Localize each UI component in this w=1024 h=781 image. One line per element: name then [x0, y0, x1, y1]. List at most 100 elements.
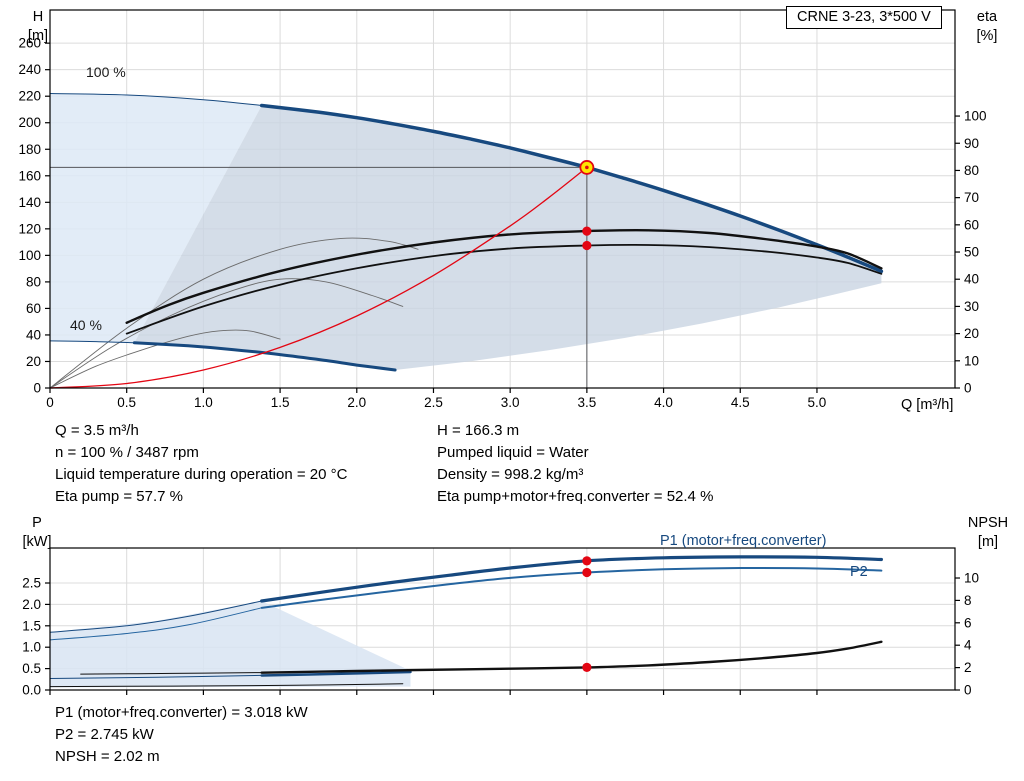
power-npsh-chart: 0.0 0.5 1.0 1.5 2.0 2.5 0 2 4 6 8 10	[22, 547, 979, 698]
h-axis-label-line1: H	[32, 9, 44, 25]
y-right-tick-label: 90	[964, 136, 979, 151]
info-p1: P1 (motor+freq.converter) = 3.018 kW	[55, 704, 308, 721]
p1-curve	[260, 555, 883, 603]
duty-info-right: H = 166.3 m Pumped liquid = Water Densit…	[437, 420, 713, 508]
y-left-tick-label: 20	[26, 354, 41, 369]
info-q: Q = 3.5 m³/h	[55, 422, 139, 439]
qh-40	[132, 341, 397, 372]
info-p2: P2 = 2.745 kW	[55, 726, 154, 743]
eta-pump-dot	[582, 226, 592, 236]
npsh-axis-label-line1: NPSH	[967, 515, 1009, 531]
eta-axis-label-line1: eta	[976, 9, 998, 25]
info-eta-total: Eta pump+motor+freq.converter = 52.4 %	[437, 488, 714, 505]
y-right-tick-label: 100	[964, 109, 987, 124]
plot-border	[49, 547, 956, 691]
y-right-tick-label: 2	[964, 660, 972, 675]
x-tick-label: 1.5	[271, 395, 290, 410]
y-right-tick-label: 10	[964, 571, 979, 586]
y-right-tick-label: 40	[964, 272, 979, 287]
npsh-40-thin	[49, 683, 404, 688]
y-left-tick-label: 220	[18, 89, 41, 104]
x-tick-label: 0	[46, 395, 54, 410]
y-left-tick-label: 240	[18, 62, 41, 77]
y-right-tick-label: 70	[964, 190, 979, 205]
y-left-tick-label: 180	[18, 142, 41, 157]
x-tick-label: 3.5	[577, 395, 596, 410]
speed-40-label: 40 %	[70, 317, 102, 333]
info-speed: n = 100 % / 3487 rpm	[55, 444, 199, 461]
system-curve	[49, 166, 588, 389]
p2-thin	[49, 607, 263, 641]
y-left-tick-label: 200	[18, 115, 41, 130]
qh-eta-chart: 0204060801001201401601802002202402600102…	[18, 9, 987, 410]
speed-arc-2	[49, 278, 404, 389]
y-right-tick-label: 6	[964, 615, 972, 630]
info-h: H = 166.3 m	[437, 422, 520, 439]
p-axis-label-line1: P	[32, 515, 42, 531]
info-eta-pump: Eta pump = 57.7 %	[55, 488, 183, 505]
pump-title-box: CRNE 3-23, 3*500 V	[786, 6, 942, 29]
npsh-dot	[582, 662, 592, 672]
y-left-tick-label: 260	[18, 36, 41, 51]
x-tick-label: 2.5	[424, 395, 443, 410]
y-left-tick-label: 1.0	[22, 640, 41, 655]
power-info: P1 (motor+freq.converter) = 3.018 kW P2 …	[55, 702, 308, 768]
p2-dot	[582, 567, 592, 578]
speed-100-label: 100 %	[86, 64, 126, 80]
eta-total-dot	[582, 240, 592, 251]
p2-curve-label: P2	[850, 564, 868, 580]
p1-thin	[49, 600, 263, 633]
x-tick-label: 4.5	[731, 395, 750, 410]
y-left-tick-label: 160	[18, 168, 41, 183]
q-axis-label: Q [m³/h]	[901, 397, 954, 413]
p-axis-label: P [kW]	[14, 514, 60, 552]
p-axis-label-line2: [kW]	[22, 534, 52, 550]
info-liquid: Pumped liquid = Water	[437, 444, 589, 461]
duty-info-left: Q = 3.5 m³/h n = 100 % / 3487 rpm Liquid…	[55, 420, 347, 508]
p40-curve	[260, 670, 412, 677]
y-right-tick-label: 8	[964, 593, 972, 608]
x-tick-label: 4.0	[654, 395, 673, 410]
y-right-tick-label: 0	[964, 683, 972, 698]
npsh-axis-label: NPSH [m]	[958, 514, 1018, 552]
y-left-tick-label: 80	[26, 274, 41, 289]
x-tick-label: 1.0	[194, 395, 213, 410]
y-left-tick-label: 120	[18, 221, 41, 236]
duty-point-marker-center	[585, 165, 589, 170]
y-right-tick-label: 30	[964, 299, 979, 314]
x-tick-label: 5.0	[808, 395, 827, 410]
npsh-curve	[260, 640, 883, 674]
qh-40-thin	[49, 340, 135, 344]
eta-axis-label-line2: [%]	[976, 28, 998, 44]
p1-dot	[582, 556, 592, 566]
qh-100-thin	[49, 93, 263, 106]
speed-arc-3	[49, 329, 281, 389]
y-left-tick-label: 0.0	[22, 683, 41, 698]
info-npsh: NPSH = 2.02 m	[55, 748, 160, 765]
info-temperature: Liquid temperature during operation = 20…	[55, 466, 348, 483]
x-tick-label: 3.0	[501, 395, 520, 410]
p40-thin	[49, 674, 263, 679]
x-tick-label: 2.0	[347, 395, 366, 410]
speed-arc-1	[49, 237, 419, 389]
info-density: Density = 998.2 kg/m³	[437, 466, 584, 483]
envelope-light	[50, 93, 262, 343]
npsh-thin	[80, 672, 263, 675]
eta-axis-label: eta [%]	[964, 8, 1010, 46]
y-right-tick-label: 4	[964, 638, 972, 653]
plot-border	[49, 9, 956, 389]
y-left-tick-label: 100	[18, 248, 41, 263]
y-left-tick-label: 1.5	[22, 618, 41, 633]
y-left-tick-label: 140	[18, 195, 41, 210]
y-left-tick-label: 0	[33, 381, 41, 396]
y-right-tick-label: 0	[964, 381, 972, 396]
y-right-tick-label: 80	[964, 163, 979, 178]
y-right-tick-label: 10	[964, 353, 979, 368]
y-right-tick-label: 50	[964, 245, 979, 260]
envelope-gray	[134, 105, 882, 370]
y-left-tick-label: 0.5	[22, 661, 41, 676]
y-left-tick-label: 2.0	[22, 597, 41, 612]
p1-curve-label: P1 (motor+freq.converter)	[660, 533, 827, 549]
